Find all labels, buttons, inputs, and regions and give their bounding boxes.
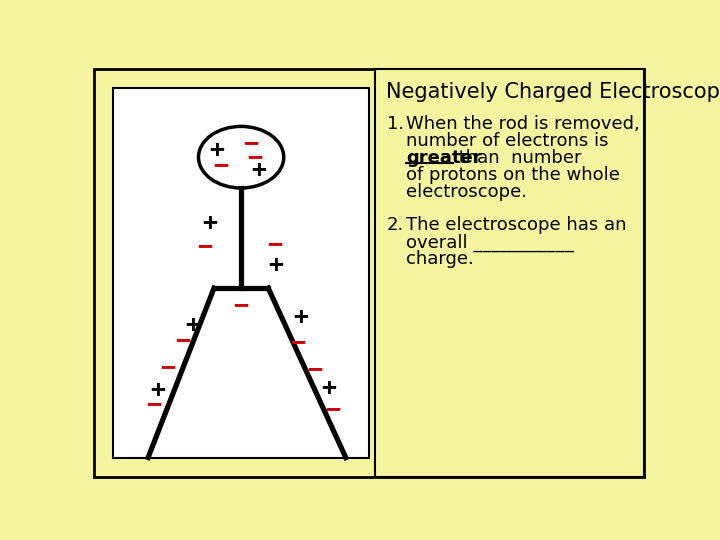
Text: −: − bbox=[197, 234, 212, 258]
Text: −: − bbox=[307, 357, 323, 381]
Text: charge.: charge. bbox=[406, 251, 474, 268]
Text: −: − bbox=[267, 232, 282, 256]
Text: Negatively Charged Electroscope: Negatively Charged Electroscope bbox=[386, 82, 720, 102]
Text: +: + bbox=[251, 158, 266, 183]
Text: −: − bbox=[243, 131, 258, 156]
Text: +: + bbox=[293, 305, 308, 329]
Text: 2.: 2. bbox=[387, 217, 404, 234]
Bar bbox=[375, 69, 644, 477]
Text: of protons on the whole: of protons on the whole bbox=[406, 166, 620, 184]
Text: +: + bbox=[150, 378, 166, 402]
Text: −: − bbox=[290, 330, 305, 354]
Text: −: − bbox=[325, 397, 340, 421]
Text: −: − bbox=[233, 293, 248, 317]
Text: −: − bbox=[146, 392, 161, 416]
Text: than  number: than number bbox=[453, 148, 581, 167]
Text: When the rod is removed,: When the rod is removed, bbox=[406, 115, 640, 133]
Text: −: − bbox=[212, 153, 228, 177]
Text: 1.: 1. bbox=[387, 115, 404, 133]
Text: +: + bbox=[202, 211, 217, 235]
Text: −: − bbox=[160, 355, 175, 379]
Text: +: + bbox=[321, 376, 336, 400]
Text: +: + bbox=[269, 253, 284, 277]
Text: −: − bbox=[176, 328, 191, 353]
Text: electroscope.: electroscope. bbox=[406, 183, 527, 201]
Text: −: − bbox=[247, 145, 262, 169]
Text: greater: greater bbox=[406, 148, 482, 167]
Text: +: + bbox=[209, 138, 224, 161]
Text: number of electrons is: number of electrons is bbox=[406, 132, 608, 150]
Text: overall ___________: overall ___________ bbox=[406, 233, 574, 252]
Text: The electroscope has an: The electroscope has an bbox=[406, 217, 626, 234]
Text: +: + bbox=[185, 313, 200, 337]
Bar bbox=[113, 88, 369, 457]
